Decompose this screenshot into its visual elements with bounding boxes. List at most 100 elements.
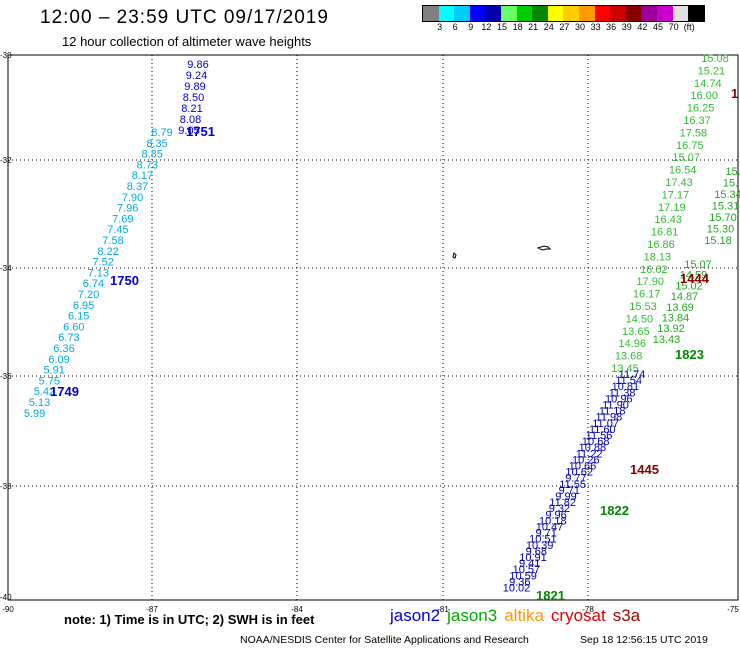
- wave-height-label: 8.79: [151, 127, 172, 139]
- track-jason3-1823: 15.0815.2114.7416.0016.2516.3717.5816.75…: [611, 53, 729, 375]
- color-swatch: [594, 6, 611, 21]
- longitude-label: -90: [2, 605, 14, 614]
- wave-height-label: 18.13: [644, 251, 672, 263]
- color-scale-bar: [422, 5, 705, 22]
- wave-height-label: 5.42: [34, 386, 55, 398]
- color-scale-label: 27: [559, 22, 570, 32]
- color-scale-label: 15: [496, 22, 508, 32]
- color-scale-label: 18: [512, 22, 523, 32]
- wave-height-label: 8.37: [127, 181, 148, 193]
- pass-time-label: 1750: [110, 273, 139, 288]
- wave-height-label: 16.54: [669, 165, 697, 177]
- color-scale-label: 70: [668, 22, 679, 32]
- legend-jason2: jason2: [390, 606, 441, 625]
- wave-height-label: 10.02: [503, 583, 531, 595]
- wave-height-label: 10.68: [582, 436, 610, 448]
- footer-credit: NOAA/NESDIS Center for Satellite Applica…: [240, 634, 529, 646]
- latitude-label: -40: [0, 593, 12, 602]
- wave-height-label: 16.43: [654, 214, 682, 226]
- color-swatch: [610, 6, 626, 21]
- wave-height-label: 14.87: [671, 291, 699, 303]
- wave-height-label: 10.91: [519, 552, 547, 564]
- latitude-label: -38: [0, 482, 12, 491]
- color-swatch: [563, 6, 579, 21]
- wave-height-label: 13.43: [653, 334, 681, 346]
- wave-height-label: 16.00: [690, 90, 718, 102]
- wave-height-label: 14.74: [694, 78, 722, 90]
- color-scale-label: (ft): [683, 22, 695, 32]
- wave-height-label: 5.91: [43, 365, 64, 377]
- legend-cryosat: cryosat: [550, 606, 606, 625]
- color-swatch: [688, 6, 704, 21]
- track-jason2-1822: 11.7411.5410.8111.3810.9611.9011.1811.98…: [503, 369, 646, 595]
- wave-height-label: 14.96: [618, 338, 646, 350]
- wave-height-label: 7.13: [88, 267, 109, 279]
- track-jason2-1751: 9.869.249.898.508.218.089.05: [178, 59, 208, 137]
- wave-height-label: 8.17: [132, 170, 153, 182]
- wave-height-label: 15.70: [709, 212, 737, 224]
- wave-height-label: 14.50: [626, 313, 654, 325]
- wave-height-label: 5.75: [39, 375, 60, 387]
- wave-height-label: 11.56: [586, 430, 613, 442]
- wave-height-label: 11.22: [576, 448, 603, 460]
- wave-height-label: 11.38: [609, 387, 636, 399]
- wave-height-label: 10.66: [569, 461, 597, 473]
- wave-height-label: 8.73: [137, 159, 158, 171]
- wave-height-label: 17.58: [680, 127, 708, 139]
- color-scale-label: 36: [606, 22, 617, 32]
- wave-height-label: 5.13: [29, 397, 50, 409]
- track-jason2-1750: 8.798.358.858.738.178.377.907.967.697.45…: [24, 127, 173, 420]
- wave-height-label: 6.09: [48, 354, 69, 366]
- pass-time-label: 1751: [186, 124, 215, 139]
- page-subtitle: 12 hour collection of altimeter wave hei…: [62, 34, 312, 49]
- wave-height-label: 9.99: [555, 491, 576, 503]
- wave-height-label: 8.85: [141, 149, 162, 161]
- wave-height-label: 15.07: [684, 259, 712, 271]
- wave-height-label: 10.39: [526, 540, 554, 552]
- color-swatch: [423, 6, 439, 21]
- wave-height-label: 13.92: [657, 323, 685, 335]
- wave-height-label: 15.08: [701, 53, 729, 65]
- latitude-label: -34: [0, 264, 12, 273]
- pass-time-label: 1444: [680, 271, 710, 286]
- wave-height-label: 9.71: [559, 485, 580, 497]
- page-title: 12:00 – 23:59 UTC 09/17/2019: [40, 7, 329, 28]
- wave-height-label: 10.96: [605, 393, 633, 405]
- wave-height-label: 7.20: [78, 289, 99, 301]
- color-scale-label: 39: [621, 22, 632, 32]
- wave-height-label: 13.68: [615, 351, 643, 363]
- color-swatch: [578, 6, 595, 21]
- wave-height-label: 5.99: [24, 408, 45, 420]
- wave-height-label: 15.30: [707, 224, 735, 236]
- pass-time-label: 1: [731, 86, 738, 101]
- wave-height-label: 8.21: [181, 103, 202, 115]
- wave-height-label: 6.60: [63, 321, 84, 333]
- pass-time-label: 1822: [600, 503, 629, 518]
- wave-height-label: 9.89: [184, 81, 205, 93]
- wave-height-label: 10.88: [579, 442, 607, 454]
- wave-height-label: 11.18: [599, 406, 626, 418]
- color-swatch: [516, 6, 533, 21]
- latitude-label: -36: [0, 372, 12, 381]
- legend-altika: altika: [504, 606, 544, 625]
- longitude-label: -84: [291, 605, 303, 614]
- wave-height-label: 17.43: [665, 177, 693, 189]
- wave-height-label: 17.90: [636, 276, 664, 288]
- wave-height-label: 15.34: [714, 189, 740, 201]
- pass-time-label: 1749: [50, 384, 79, 399]
- color-swatch: [500, 6, 517, 21]
- wave-height-label: 16.75: [676, 140, 704, 152]
- longitude-label: -75: [727, 605, 739, 614]
- wave-height-label: 10.47: [536, 522, 564, 534]
- pass-time-label: 1821: [536, 588, 565, 603]
- wave-height-label: 16.17: [633, 289, 661, 301]
- wave-height-label: 6.73: [58, 332, 79, 344]
- color-scale-label: 42: [637, 22, 648, 32]
- wave-height-label: 10.81: [612, 381, 640, 393]
- wave-height-label: 13.69: [666, 302, 694, 314]
- wave-height-label: 6.95: [73, 300, 94, 312]
- wave-height-label: 7.52: [92, 257, 113, 269]
- wave-height-label: 7.90: [122, 192, 143, 204]
- color-swatch: [438, 6, 455, 21]
